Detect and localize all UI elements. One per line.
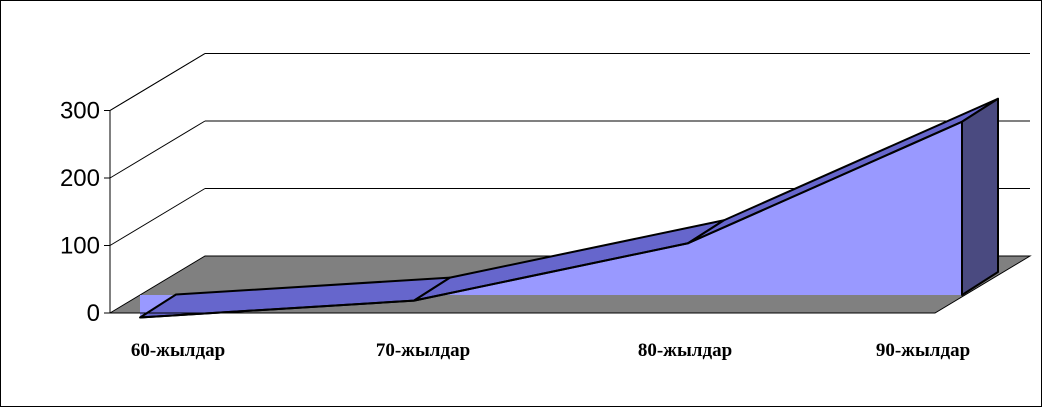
gridline-side-1 (109, 188, 206, 246)
y-tick-label-2: 200 (60, 165, 100, 192)
wall-top-edge (109, 53, 206, 111)
gridline-side-2 (109, 120, 206, 179)
area-front-face (140, 121, 962, 318)
y-tick-label-0: 0 (87, 300, 100, 327)
y-tick-label-1: 100 (60, 233, 100, 260)
area-series (139, 97, 999, 319)
x-axis-ticks: 60-жылдар 70-жылдар 80-жылдар 90-жылдар (131, 340, 970, 361)
y-tick-label-3: 300 (60, 98, 100, 125)
x-tick-label-2: 80-жылдар (638, 340, 732, 361)
y-axis-ticks: 0 100 200 300 (60, 98, 110, 327)
x-tick-label-1: 70-жылдар (376, 340, 470, 361)
area-front-edge (139, 120, 963, 319)
axes (109, 110, 935, 314)
x-tick-label-0: 60-жылдар (131, 340, 225, 361)
x-tick-label-3: 90-жылдар (876, 340, 970, 361)
area-side-face (961, 97, 999, 296)
